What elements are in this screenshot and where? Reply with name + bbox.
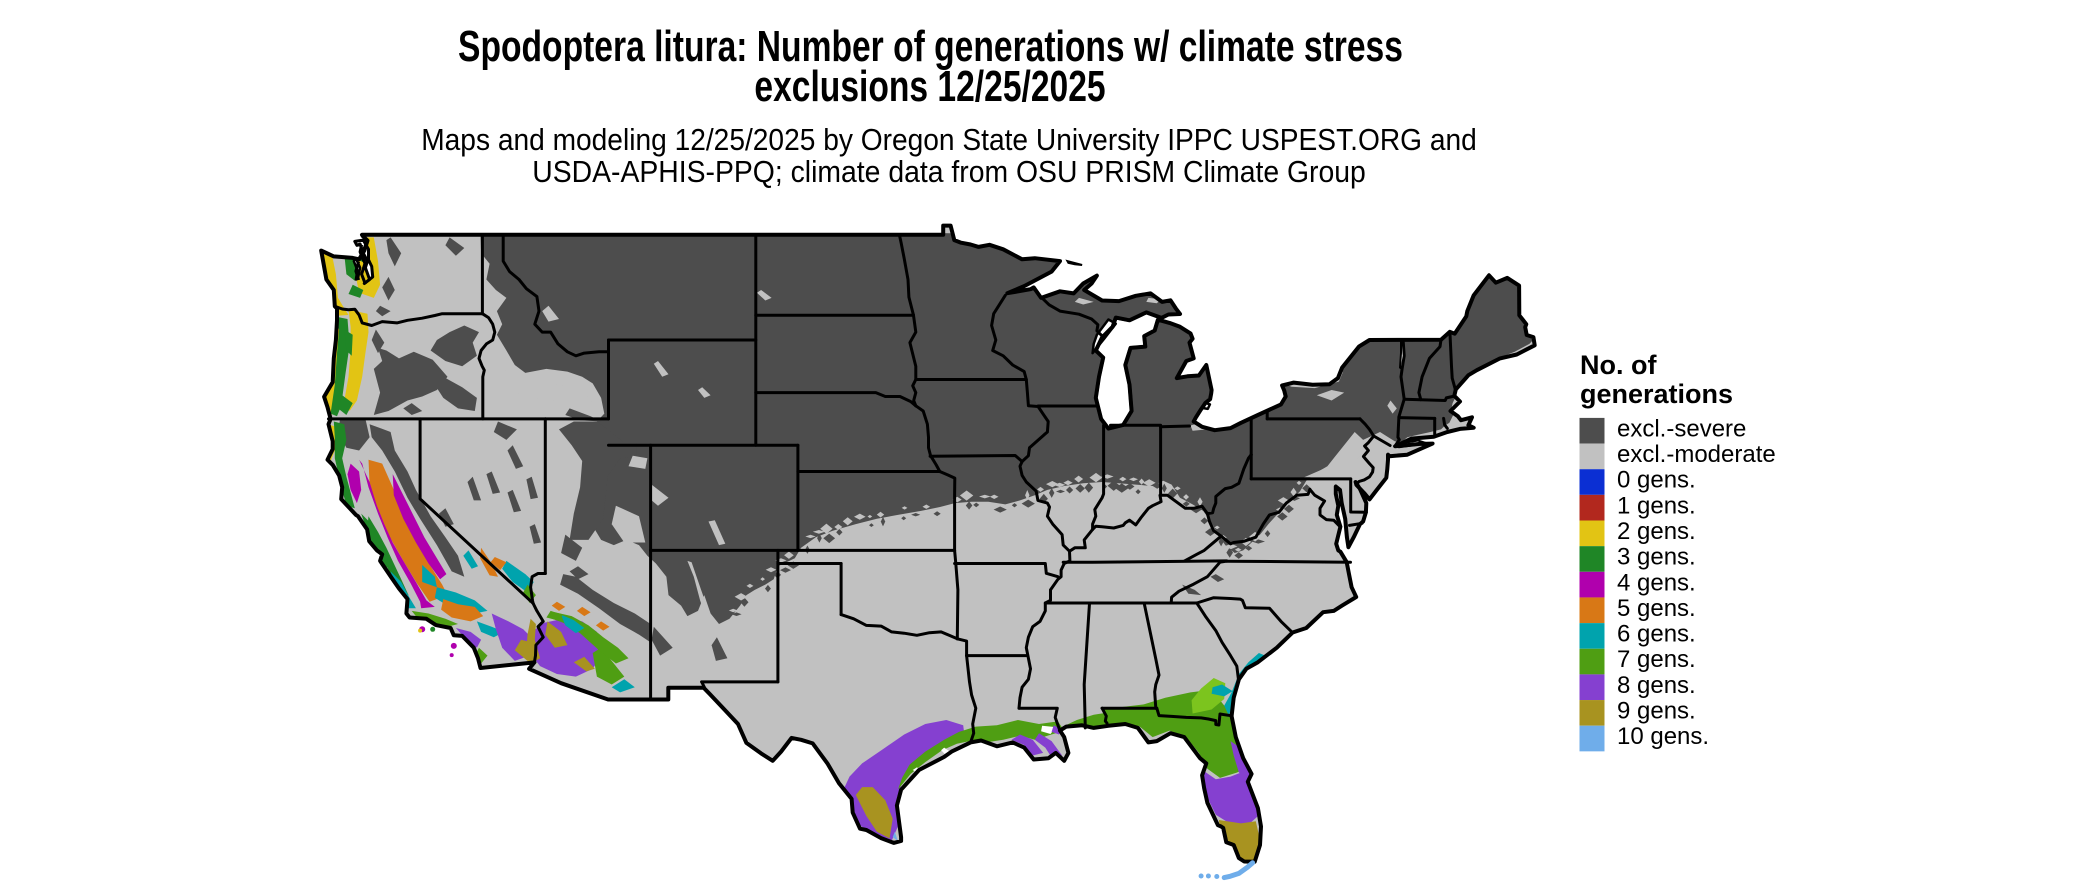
svg-text:Spodoptera litura: Number of g: Spodoptera litura: Number of generations… xyxy=(458,23,1403,71)
svg-text:10 gens.: 10 gens. xyxy=(1617,723,1709,750)
svg-text:No. of: No. of xyxy=(1580,350,1657,380)
svg-text:1 gens.: 1 gens. xyxy=(1617,492,1696,519)
svg-text:5 gens.: 5 gens. xyxy=(1617,595,1696,622)
svg-text:7 gens.: 7 gens. xyxy=(1617,646,1696,673)
svg-text:8 gens.: 8 gens. xyxy=(1617,672,1696,699)
svg-text:USDA-APHIS-PPQ; climate data f: USDA-APHIS-PPQ; climate data from OSU PR… xyxy=(532,155,1366,189)
svg-text:excl.-moderate: excl.-moderate xyxy=(1617,441,1776,468)
svg-text:3 gens.: 3 gens. xyxy=(1617,544,1696,571)
svg-text:2 gens.: 2 gens. xyxy=(1617,518,1696,545)
svg-text:9 gens.: 9 gens. xyxy=(1617,698,1696,725)
svg-text:Maps and modeling 12/25/2025 b: Maps and modeling 12/25/2025 by Oregon S… xyxy=(421,123,1477,158)
svg-text:generations: generations xyxy=(1580,379,1733,409)
svg-text:0 gens.: 0 gens. xyxy=(1617,467,1696,494)
svg-text:exclusions 12/25/2025: exclusions 12/25/2025 xyxy=(754,63,1105,111)
svg-text:4 gens.: 4 gens. xyxy=(1617,569,1696,596)
svg-text:6 gens.: 6 gens. xyxy=(1617,621,1696,648)
svg-text:excl.-severe: excl.-severe xyxy=(1617,415,1746,442)
